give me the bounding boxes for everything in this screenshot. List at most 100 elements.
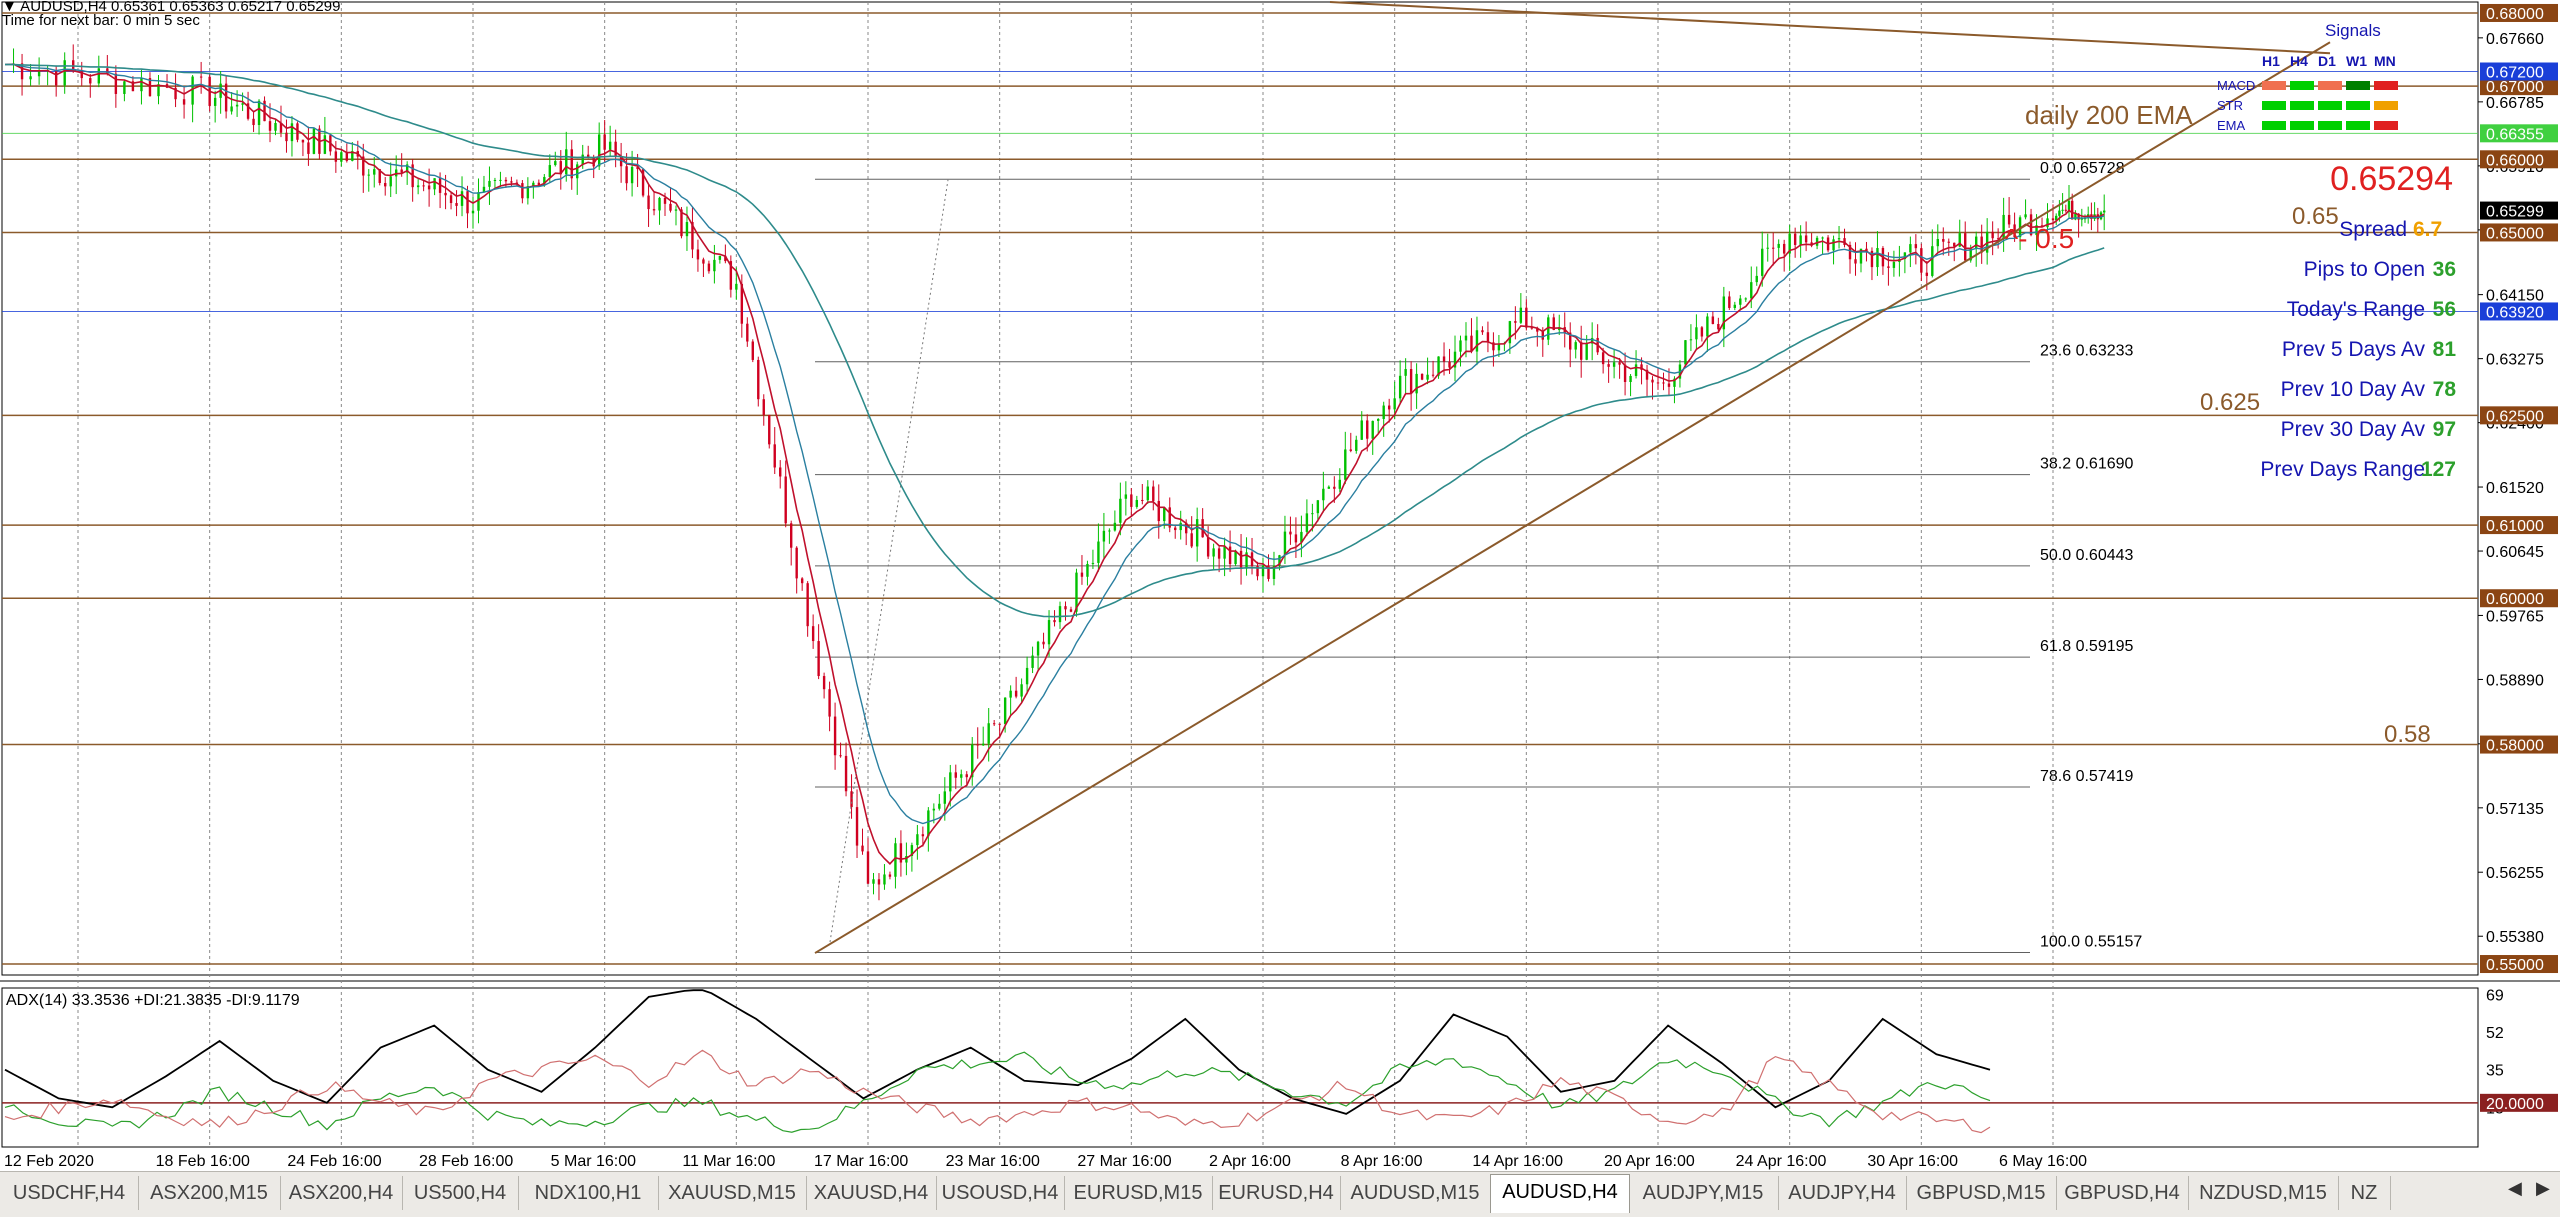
adx-level-label: 20.0000 bbox=[2486, 1096, 2544, 1113]
fib-half-marker: ^- 0.5 bbox=[2005, 223, 2074, 254]
candle-body bbox=[1772, 247, 1775, 249]
candle-body bbox=[1289, 531, 1292, 535]
tab-nz[interactable]: NZ bbox=[2338, 1176, 2391, 1210]
candle-body bbox=[1958, 233, 1961, 247]
tab-xauusd-m15[interactable]: XAUUSD,M15 bbox=[658, 1176, 807, 1210]
highlight-price-label: 0.63920 bbox=[2486, 304, 2544, 321]
candle-body bbox=[157, 84, 160, 97]
candle-body bbox=[1239, 550, 1243, 569]
candle-body bbox=[257, 100, 261, 126]
level-price-box bbox=[2480, 516, 2558, 535]
candle-body bbox=[384, 182, 387, 187]
candle-body bbox=[1349, 449, 1352, 451]
candle-body bbox=[1179, 522, 1182, 531]
candle-body bbox=[1695, 327, 1698, 340]
tab-eurusd-h4[interactable]: EURUSD,H4 bbox=[1212, 1176, 1341, 1210]
signals-row-label: EMA bbox=[2217, 118, 2246, 133]
tab-audjpy-h4[interactable]: AUDJPY,H4 bbox=[1778, 1176, 1907, 1210]
candle-body bbox=[1184, 522, 1188, 534]
candle-body bbox=[1777, 243, 1780, 248]
candle-body bbox=[2074, 213, 2077, 220]
candle-body bbox=[1569, 332, 1572, 350]
fast-ema-line bbox=[4, 63, 2105, 865]
tab-us500-h4[interactable]: US500,H4 bbox=[402, 1176, 519, 1210]
candle-body bbox=[581, 154, 584, 165]
candle-body bbox=[971, 744, 974, 778]
x-tick-label: 28 Feb 16:00 bbox=[419, 1153, 513, 1170]
candle-body bbox=[1579, 342, 1583, 360]
candle-body bbox=[992, 723, 996, 725]
candle-body bbox=[1673, 378, 1676, 387]
candle-body bbox=[1914, 244, 1918, 249]
plus-di-line bbox=[4, 1051, 1991, 1133]
candle-body bbox=[1119, 498, 1122, 523]
candle-body bbox=[702, 259, 705, 264]
candle-body bbox=[1815, 237, 1819, 246]
signal-indicator-block bbox=[2346, 101, 2370, 110]
candle-body bbox=[603, 134, 606, 150]
signals-row-label: STR bbox=[2217, 98, 2243, 113]
signals-column-header: D1 bbox=[2318, 53, 2336, 69]
price-chart[interactable]: 12 Feb 2020 18 Feb 16:00 24 Feb 16:00 28 Fe… bbox=[0, 0, 2560, 1171]
candle-body bbox=[367, 174, 370, 176]
candle-body bbox=[1492, 342, 1495, 351]
candle-body bbox=[905, 856, 908, 863]
candle-body bbox=[757, 359, 760, 400]
candle-body bbox=[1837, 238, 1841, 240]
tab-gbpusd-h4[interactable]: GBPUSD,H4 bbox=[2056, 1176, 2189, 1210]
signal-indicator-block bbox=[2374, 121, 2398, 130]
tab-xauusd-h4[interactable]: XAUUSD,H4 bbox=[806, 1176, 937, 1210]
candle-body bbox=[1360, 420, 1363, 440]
candle-body bbox=[63, 60, 66, 86]
candle-body bbox=[1804, 235, 1808, 243]
tab-asx200-m15[interactable]: ASX200,M15 bbox=[138, 1176, 281, 1210]
candle-body bbox=[883, 874, 886, 885]
candle-body bbox=[1782, 243, 1786, 254]
x-tick-label: 14 Apr 16:00 bbox=[1472, 1153, 1563, 1170]
candle-body bbox=[140, 78, 143, 92]
candle-body bbox=[1305, 513, 1309, 532]
minus-di-line bbox=[4, 1049, 1991, 1134]
tab-gbpusd-m15[interactable]: GBPUSD,M15 bbox=[1906, 1176, 2057, 1210]
tab-scroll-left-icon[interactable]: ◀ bbox=[2508, 1178, 2522, 1198]
candle-body bbox=[1936, 239, 1939, 247]
tab-usousd-h4[interactable]: USOUSD,H4 bbox=[936, 1176, 1065, 1210]
candle-body bbox=[2077, 213, 2080, 220]
tab-audusd-m15[interactable]: AUDUSD,M15 bbox=[1340, 1176, 1491, 1210]
candle-body bbox=[106, 68, 109, 74]
candle-body bbox=[1942, 239, 1945, 242]
fib-level-label: 78.6 0.57419 bbox=[2040, 768, 2134, 785]
x-tick-label: 20 Apr 16:00 bbox=[1604, 1153, 1695, 1170]
candle-body bbox=[1146, 486, 1149, 501]
candle-body bbox=[1294, 534, 1298, 543]
fib-level-label: 0.0 0.65728 bbox=[2040, 160, 2125, 177]
prev-5-days-value: 81 bbox=[2433, 338, 2457, 361]
highlight-price-box bbox=[2480, 62, 2558, 81]
y-tick-label: 0.63275 bbox=[2486, 352, 2544, 369]
level-price-box bbox=[2480, 735, 2558, 754]
candle-body bbox=[2051, 218, 2055, 221]
tab-eurusd-m15[interactable]: EURUSD,M15 bbox=[1064, 1176, 1213, 1210]
candle-body bbox=[696, 249, 700, 260]
candle-body bbox=[1322, 488, 1325, 501]
tab-scroll-right-icon[interactable]: ▶ bbox=[2536, 1178, 2550, 1198]
candle-body bbox=[1036, 641, 1040, 656]
candle-body bbox=[1887, 266, 1890, 268]
level-price-label: 0.61000 bbox=[2486, 518, 2544, 535]
tab-usdchf-h4[interactable]: USDCHF,H4 bbox=[0, 1176, 139, 1210]
signal-indicator-block bbox=[2346, 121, 2370, 130]
candle-body bbox=[1733, 304, 1737, 308]
candle-body bbox=[1656, 382, 1660, 384]
tab-nzdusd-m15[interactable]: NZDUSD,M15 bbox=[2188, 1176, 2339, 1210]
candle-body bbox=[1876, 248, 1879, 268]
candle-body bbox=[263, 100, 266, 122]
x-tick-label: 5 Mar 16:00 bbox=[551, 1153, 636, 1170]
candle-body bbox=[362, 156, 365, 176]
candle-body bbox=[822, 676, 826, 690]
tab-audjpy-m15[interactable]: AUDJPY,M15 bbox=[1628, 1176, 1779, 1210]
tab-asx200-h4[interactable]: ASX200,H4 bbox=[280, 1176, 403, 1210]
tab-audusd-h4[interactable]: AUDUSD,H4 bbox=[1490, 1174, 1630, 1213]
prev-days-range-value: 127 bbox=[2421, 458, 2456, 481]
candle-body bbox=[345, 152, 349, 161]
tab-ndx100-h1[interactable]: NDX100,H1 bbox=[518, 1176, 659, 1210]
